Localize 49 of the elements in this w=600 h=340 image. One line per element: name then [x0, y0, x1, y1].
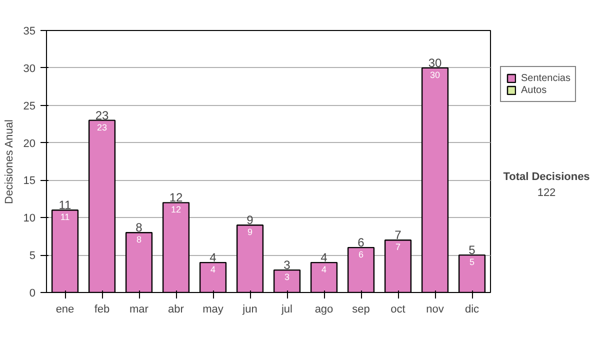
data-label: 9	[247, 227, 253, 238]
data-label: 23	[96, 122, 108, 132]
data-label: 12	[170, 204, 182, 215]
x-tick-label: oct	[390, 304, 406, 316]
legend-label: Autos	[521, 84, 547, 96]
data-label: 11	[60, 212, 70, 222]
y-tick-label: 30	[23, 62, 36, 75]
data-label: 5	[469, 257, 475, 268]
total-label: 4	[210, 250, 217, 265]
text: Total Decisiones	[503, 171, 590, 184]
total-label: 8	[136, 220, 143, 235]
total-label: 30	[428, 56, 442, 70]
y-tick-label: 35	[23, 26, 36, 38]
data-label: 4	[210, 264, 216, 275]
y-tick-label: 25	[23, 100, 36, 112]
y-tick-label: 0	[29, 288, 36, 300]
x-tick-label: nov	[426, 304, 444, 316]
x-tick-label: dic	[464, 304, 480, 316]
data-label: 6	[358, 250, 364, 260]
x-tick-label: ago	[314, 304, 334, 316]
y-tick-label: 20	[23, 138, 36, 150]
y-axis-title: Decisiones Anual	[3, 120, 16, 204]
text: 122	[537, 186, 556, 199]
x-tick-label: may	[202, 304, 224, 316]
x-tick-label: sep	[352, 304, 370, 316]
data-label: 30	[430, 70, 440, 80]
data-label: 8	[136, 234, 142, 245]
total-label: 9	[246, 213, 254, 228]
total-label: 11	[58, 198, 72, 212]
data-label: 4	[321, 264, 327, 275]
total-label: 23	[95, 108, 109, 122]
data-label: 3	[284, 272, 290, 282]
total-label: 3	[284, 258, 291, 272]
x-tick-label: abr	[168, 304, 184, 316]
x-tick-label: jul	[280, 304, 293, 316]
x-tick-label: feb	[94, 304, 110, 316]
total-label: 4	[320, 250, 328, 265]
total-label: 7	[394, 228, 402, 242]
y-tick-label: 10	[23, 212, 36, 225]
legend-label: Sentencias	[521, 72, 570, 84]
y-tick-label: 5	[29, 250, 36, 262]
total-label: 12	[169, 190, 183, 205]
data-label: 7	[395, 242, 401, 252]
total-label: 6	[358, 236, 365, 250]
total-label: 5	[468, 243, 476, 258]
y-tick-label: 15	[23, 175, 36, 188]
x-tick-label: jun	[242, 304, 258, 316]
x-tick-label: mar	[130, 304, 149, 316]
x-tick-label: ene	[56, 304, 74, 316]
